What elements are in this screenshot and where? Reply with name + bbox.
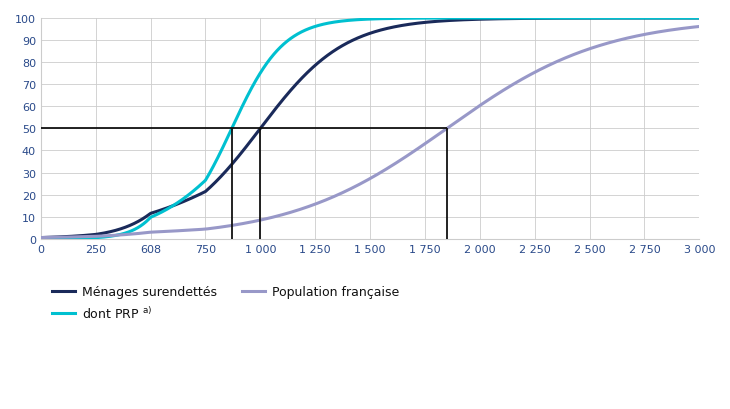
Legend: Ménages surendettés, dont PRP $^{\mathregular{a)}}$, Population française: Ménages surendettés, dont PRP $^{\mathre… [47, 281, 404, 326]
